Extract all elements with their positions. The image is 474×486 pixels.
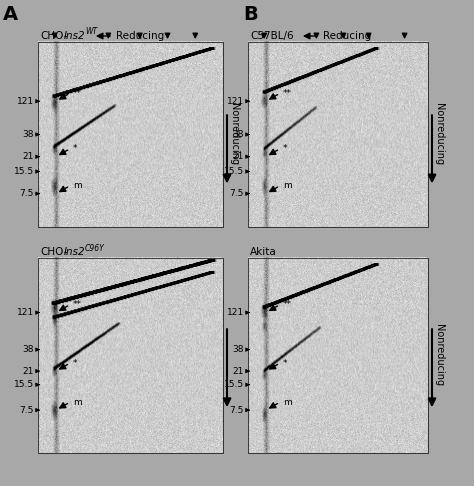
Text: m: m — [283, 181, 292, 190]
Text: 21: 21 — [23, 366, 34, 376]
Text: 121: 121 — [227, 308, 244, 317]
Text: 38: 38 — [233, 130, 244, 139]
Text: 21: 21 — [233, 152, 244, 161]
Text: **: ** — [283, 300, 292, 309]
Text: 38: 38 — [22, 345, 34, 354]
Text: 15.5: 15.5 — [14, 380, 34, 389]
Text: Ins2: Ins2 — [64, 31, 86, 41]
Text: *: * — [283, 359, 288, 367]
Text: 38: 38 — [233, 345, 244, 354]
Text: CHO-: CHO- — [40, 247, 67, 257]
Text: WT: WT — [85, 28, 97, 36]
Text: 7.5: 7.5 — [229, 189, 244, 198]
Text: C96Y: C96Y — [85, 243, 105, 253]
Text: 15.5: 15.5 — [14, 167, 34, 176]
Text: Nonreducing: Nonreducing — [434, 104, 444, 166]
Bar — [248, 258, 428, 453]
Text: 21: 21 — [23, 152, 34, 161]
Text: Nonreducing: Nonreducing — [434, 325, 444, 386]
Text: 15.5: 15.5 — [224, 167, 244, 176]
Text: 121: 121 — [17, 97, 34, 105]
Text: CHO-: CHO- — [40, 31, 67, 41]
Text: Reducing: Reducing — [116, 31, 164, 41]
Text: **: ** — [73, 300, 82, 309]
Text: 15.5: 15.5 — [224, 380, 244, 389]
Text: 121: 121 — [17, 308, 34, 317]
Text: **: ** — [73, 89, 82, 98]
Text: Akita: Akita — [250, 247, 277, 257]
Text: Reducing: Reducing — [323, 31, 371, 41]
Text: *: * — [283, 144, 288, 153]
Text: B: B — [243, 5, 258, 24]
Text: Ins2: Ins2 — [64, 247, 86, 257]
Text: 121: 121 — [227, 97, 244, 105]
Text: 7.5: 7.5 — [229, 406, 244, 415]
Text: Nonreducing: Nonreducing — [229, 104, 239, 166]
Text: 21: 21 — [233, 366, 244, 376]
Text: m: m — [73, 181, 82, 190]
Text: m: m — [73, 398, 82, 407]
Text: 7.5: 7.5 — [19, 189, 34, 198]
Text: 7.5: 7.5 — [19, 406, 34, 415]
Text: *: * — [73, 359, 78, 367]
Text: C57BL/6: C57BL/6 — [250, 31, 293, 41]
Text: *: * — [73, 144, 78, 153]
Text: 38: 38 — [22, 130, 34, 139]
Text: m: m — [283, 398, 292, 407]
Text: A: A — [3, 5, 18, 24]
Bar — [38, 258, 223, 453]
Bar — [248, 42, 428, 227]
Bar — [38, 42, 223, 227]
Text: **: ** — [283, 89, 292, 98]
